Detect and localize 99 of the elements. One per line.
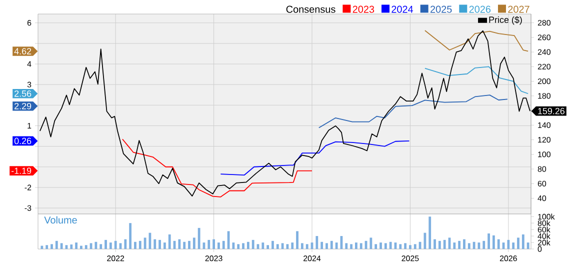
bar: [208, 240, 210, 249]
line-series: [424, 30, 529, 52]
bar: [468, 243, 470, 249]
bar: [80, 246, 82, 249]
bar: [222, 240, 225, 249]
bar: [374, 244, 378, 249]
legend-label: 2023: [352, 6, 374, 13]
text: 2.29: [14, 102, 32, 110]
data-label: 159.26: [538, 108, 564, 114]
bar: [163, 242, 166, 249]
bar: [100, 244, 102, 249]
bar: [75, 242, 78, 249]
bar: [306, 244, 308, 249]
bar: [183, 242, 186, 249]
bar: [463, 239, 466, 249]
line-series: [122, 138, 312, 198]
bar: [404, 243, 406, 249]
bar: [114, 240, 117, 249]
bar: [512, 242, 515, 249]
bar: [458, 240, 461, 249]
legend-label: 2025: [430, 6, 452, 13]
bar: [109, 242, 112, 249]
bar: [335, 242, 338, 249]
bar: [526, 242, 530, 249]
bar: [154, 239, 156, 249]
bar: [138, 240, 142, 249]
bar: [262, 242, 264, 249]
bar: [246, 242, 250, 249]
bar: [443, 240, 446, 249]
bar: [434, 239, 436, 249]
bar: [482, 240, 486, 249]
bar: [350, 244, 352, 249]
bar: [492, 235, 495, 249]
bar: [94, 242, 98, 249]
bar: [40, 246, 44, 249]
bar: [55, 240, 58, 249]
bar: [232, 242, 235, 249]
legend-title: Consensus: [286, 6, 336, 13]
bar: [237, 244, 240, 249]
bar: [276, 244, 279, 249]
bar: [497, 239, 500, 249]
bar: [399, 244, 402, 249]
bar: [50, 244, 53, 249]
bar: [218, 242, 220, 249]
text: 0.26: [14, 138, 32, 144]
bar: [134, 242, 136, 249]
bar: [104, 240, 107, 249]
text: 2.56: [14, 90, 32, 97]
bar: [316, 236, 318, 249]
bar: [188, 240, 190, 249]
bar: [168, 234, 171, 249]
bar: [212, 239, 215, 249]
legend-label: 2024: [392, 6, 414, 13]
bar: [320, 242, 324, 249]
bar: [453, 242, 456, 249]
text: -1.19: [12, 168, 32, 174]
bar: [507, 240, 510, 249]
bar: [242, 243, 244, 249]
bar: [300, 243, 304, 249]
bar: [178, 239, 181, 249]
bar: [158, 240, 161, 249]
bar: [296, 231, 298, 249]
bar: [488, 233, 490, 249]
bar: [192, 238, 196, 249]
bar: [517, 238, 520, 249]
legend-label: 2027: [508, 6, 530, 13]
bar: [272, 240, 274, 249]
bar: [60, 243, 63, 249]
bar: [345, 243, 348, 249]
bar: [266, 245, 270, 249]
bar: [46, 245, 48, 249]
bar: [384, 243, 387, 249]
bar: [389, 242, 392, 249]
bar: [354, 242, 358, 249]
text: 4.62: [14, 48, 32, 54]
line-series: [318, 94, 508, 128]
legend-label: Price ($): [489, 16, 522, 25]
bar: [326, 243, 328, 249]
bar: [409, 245, 412, 249]
bar: [522, 234, 524, 249]
bar: [414, 244, 416, 249]
legend-label: 2026: [469, 6, 491, 13]
bar: [380, 242, 382, 249]
bar: [360, 243, 362, 249]
bar: [84, 245, 88, 249]
bar: [428, 216, 432, 249]
line-series: [424, 66, 529, 94]
bar: [252, 240, 254, 249]
bar: [198, 228, 200, 249]
bar: [370, 238, 372, 249]
bar: [291, 242, 294, 249]
bar: [424, 232, 426, 249]
bar: [330, 240, 333, 249]
bar: [129, 223, 132, 249]
bar: [438, 240, 441, 249]
bar: [124, 239, 127, 249]
chart-title: Volume: [44, 216, 77, 224]
line-series: [220, 140, 410, 176]
bar: [70, 244, 73, 249]
